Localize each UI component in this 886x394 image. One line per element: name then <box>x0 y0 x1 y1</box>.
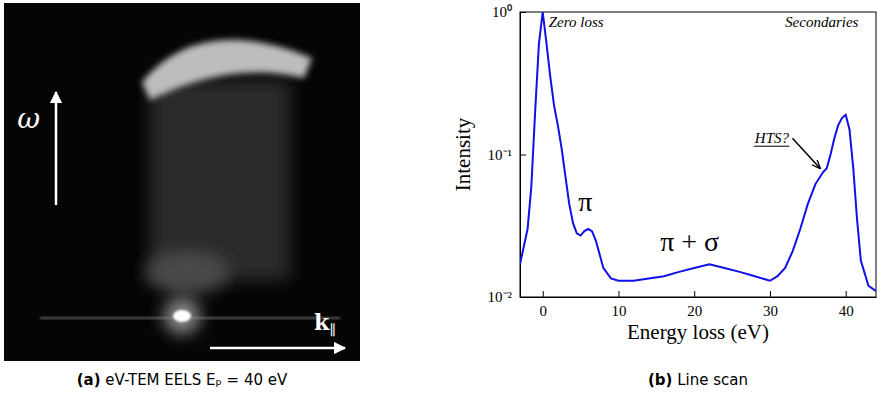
x-axis: 0 10 20 30 40 <box>521 291 877 319</box>
image-glow <box>146 250 230 294</box>
annotation: Secondaries <box>785 14 858 30</box>
tick-mark <box>770 291 771 297</box>
tick-mark <box>618 291 619 297</box>
caption: (b) Line scan <box>648 371 748 389</box>
tick-label: 0 <box>539 303 547 319</box>
tick: 40 <box>839 291 854 319</box>
tick-mark <box>520 12 526 13</box>
tick-label: 30 <box>763 303 778 319</box>
tick: 10⁰ <box>492 4 526 20</box>
arrow <box>210 347 345 350</box>
panel-a: ω k∥ (a) eV-TEM EELS Eₚ = 40 eV <box>4 3 360 389</box>
image-smear <box>150 80 290 280</box>
arrow <box>55 92 58 205</box>
image-spot-glow <box>164 298 200 334</box>
tick-label: 10⁻¹ <box>488 147 513 163</box>
tick-label: 10⁰ <box>492 4 512 20</box>
data-line <box>520 12 876 291</box>
tick-label: 40 <box>839 303 854 319</box>
tick-mark <box>520 297 526 298</box>
image-spot <box>173 310 191 322</box>
tick-mark <box>520 155 526 156</box>
figure: ω k∥ (a) eV-TEM EELS Eₚ = 40 eV 0 10 20 30 40 10… <box>0 0 886 394</box>
axis-title: Energy loss (eV) <box>627 320 769 344</box>
tick-mark <box>543 291 544 297</box>
panel-b: 0 10 20 30 40 10⁻² 10⁻¹ 10⁰ Energy loss (eV) Inte… <box>451 4 877 389</box>
image-cap <box>142 40 312 100</box>
annotation: π <box>578 186 592 217</box>
plot-frame <box>520 12 876 297</box>
axis-title: Intensity <box>451 117 475 191</box>
tick: 10⁻¹ <box>488 147 527 163</box>
axis-title: k∥ <box>314 309 336 338</box>
tick-mark <box>846 291 847 297</box>
plot-area <box>520 12 876 291</box>
annotation: HTS? <box>754 130 790 146</box>
image-background <box>4 3 360 361</box>
tick-label: 10⁻² <box>488 289 513 305</box>
annotation: π + σ <box>660 226 719 257</box>
underline <box>754 146 790 147</box>
annotation: Zero loss <box>549 14 604 30</box>
axis-line <box>521 297 877 298</box>
tick: 10⁻² <box>488 289 527 305</box>
tick: 20 <box>687 291 702 319</box>
tick: 0 <box>539 291 547 319</box>
tick-label: 10 <box>611 303 626 319</box>
tick-label: 20 <box>687 303 702 319</box>
caption: (a) eV-TEM EELS Eₚ = 40 eV <box>77 371 288 389</box>
tick: 30 <box>763 291 778 319</box>
tick: 10 <box>611 291 626 319</box>
tick-mark <box>694 291 695 297</box>
annotation-arrow <box>792 138 819 168</box>
axis-title: ω <box>17 102 40 135</box>
